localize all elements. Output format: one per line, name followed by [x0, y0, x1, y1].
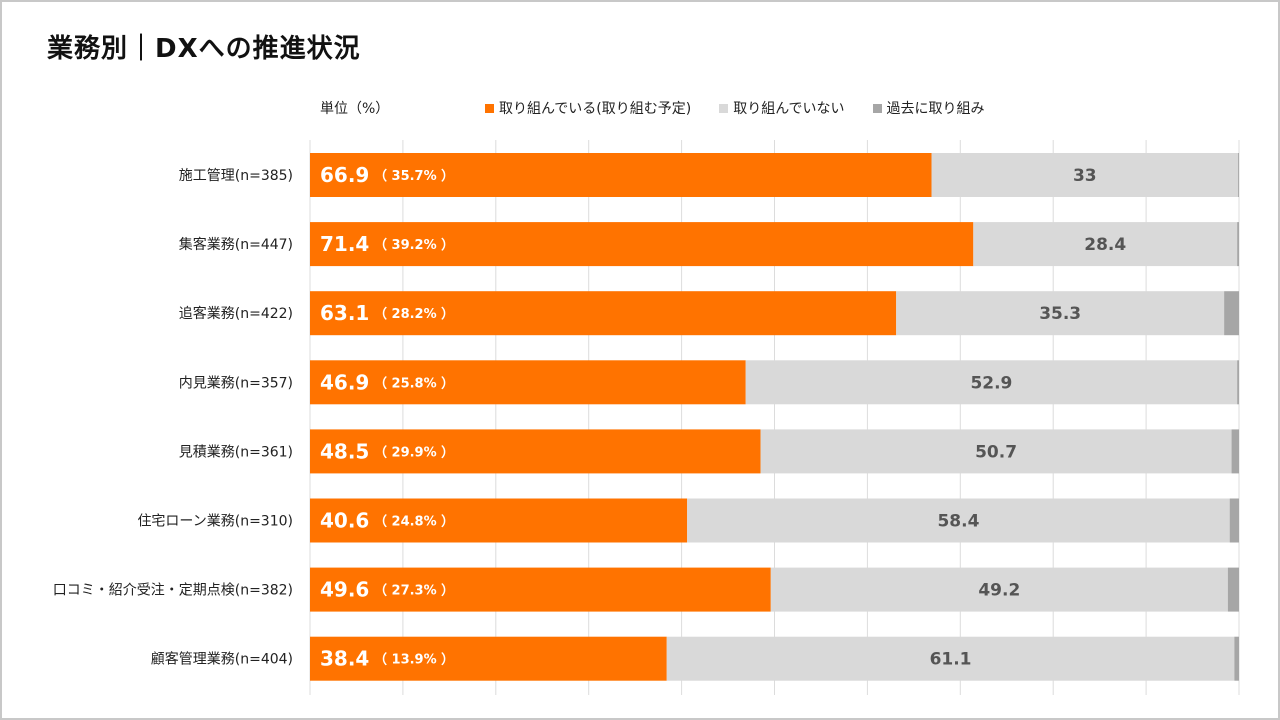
bar-segment-past: [1237, 360, 1239, 405]
data-label-inactive: 49.2: [978, 581, 1020, 601]
data-label-active: 38.4: [320, 647, 369, 671]
chart-title: 業務別｜DXへの推進状況: [47, 34, 361, 64]
data-label-active-sub: （ 35.7% ）: [374, 168, 454, 184]
category-label: 追客業務(n=422): [179, 305, 293, 322]
bar-segment-active: [310, 498, 688, 543]
data-label-inactive: 61.1: [930, 650, 972, 670]
legend-item-inactive: 取り組んでいない: [719, 98, 845, 118]
bar-segment-inactive: [760, 429, 1232, 474]
category-label: 顧客管理業務(n=404): [151, 651, 293, 668]
category-label: 口コミ・紹介受注・定期点検(n=382): [53, 583, 293, 599]
data-label-inactive: 28.4: [1084, 235, 1126, 255]
bar-segment-active: [310, 636, 667, 681]
data-label-inactive: 35.3: [1039, 304, 1081, 324]
category-label: 内見業務(n=357): [179, 375, 293, 391]
data-label-active-sub: （ 39.2% ）: [374, 237, 454, 253]
bar-segment-active: [310, 153, 932, 197]
bar-segment-past: [1234, 636, 1239, 681]
bar-segment-past: [1224, 291, 1239, 336]
data-label-active-sub: （ 29.9% ）: [374, 444, 454, 460]
bar-segment-inactive: [770, 567, 1228, 612]
data-label-active: 46.9: [320, 370, 369, 394]
data-label-active-sub: （ 13.9% ）: [374, 652, 454, 668]
category-label: 住宅ローン業務(n=310): [137, 514, 293, 530]
category-label: 施工管理(n=385): [179, 168, 293, 184]
bar-segment-active: [310, 291, 897, 336]
bar-segment-past: [1231, 429, 1239, 474]
data-label-active: 63.1: [320, 301, 369, 325]
legend-item-active: 取り組んでいる(取り組む予定): [485, 98, 691, 118]
unit-label: 単位（%）: [320, 101, 390, 117]
data-label-active: 49.6: [320, 578, 369, 602]
bar-segment-past: [1227, 567, 1239, 612]
bar-segment-active: [310, 567, 771, 612]
data-label-active: 40.6: [320, 509, 369, 533]
bar-segment-inactive: [896, 291, 1225, 336]
bar-segment-inactive: [745, 360, 1238, 405]
bar-segment-inactive: [931, 153, 1239, 197]
legend-label-active: 取り組んでいる(取り組む予定): [499, 101, 692, 117]
data-label-inactive: 50.7: [975, 442, 1017, 462]
bar-segment-past: [1237, 222, 1239, 267]
bar-segment-active: [310, 222, 974, 267]
category-label: 集客業務(n=447): [179, 236, 293, 253]
bar-segment-active: [310, 360, 746, 405]
data-label-active-sub: （ 27.3% ）: [374, 583, 454, 599]
bar-segment-past: [1229, 498, 1239, 543]
legend-item-past: 過去に取り組み: [872, 98, 985, 118]
bar-segment-past: [1238, 153, 1239, 197]
bar-segment-active: [310, 429, 761, 474]
data-label-inactive: 52.9: [970, 373, 1012, 393]
bar-segment-inactive: [973, 222, 1238, 267]
data-label-active-sub: （ 28.2% ）: [374, 306, 454, 322]
legend-swatch-past: [872, 103, 882, 113]
legend-label-inactive: 取り組んでいない: [733, 101, 845, 117]
legend-label-past: 過去に取り組み: [886, 101, 985, 117]
data-label-active: 48.5: [320, 439, 369, 463]
data-label-inactive: 58.4: [937, 512, 979, 532]
data-label-inactive: 33: [1073, 166, 1097, 186]
legend: 取り組んでいる(取り組む予定) 取り組んでいない 過去に取り組み: [485, 98, 985, 118]
legend-swatch-inactive: [719, 103, 729, 113]
data-label-active-sub: （ 25.8% ）: [374, 375, 454, 391]
data-label-active-sub: （ 24.8% ）: [374, 514, 454, 530]
bar-segment-inactive: [666, 636, 1235, 681]
category-label: 見積業務(n=361): [179, 444, 293, 460]
data-label-active: 66.9: [320, 163, 369, 187]
legend-swatch-active: [485, 103, 494, 113]
bar-segment-inactive: [687, 498, 1230, 543]
data-label-active: 71.4: [320, 232, 369, 256]
